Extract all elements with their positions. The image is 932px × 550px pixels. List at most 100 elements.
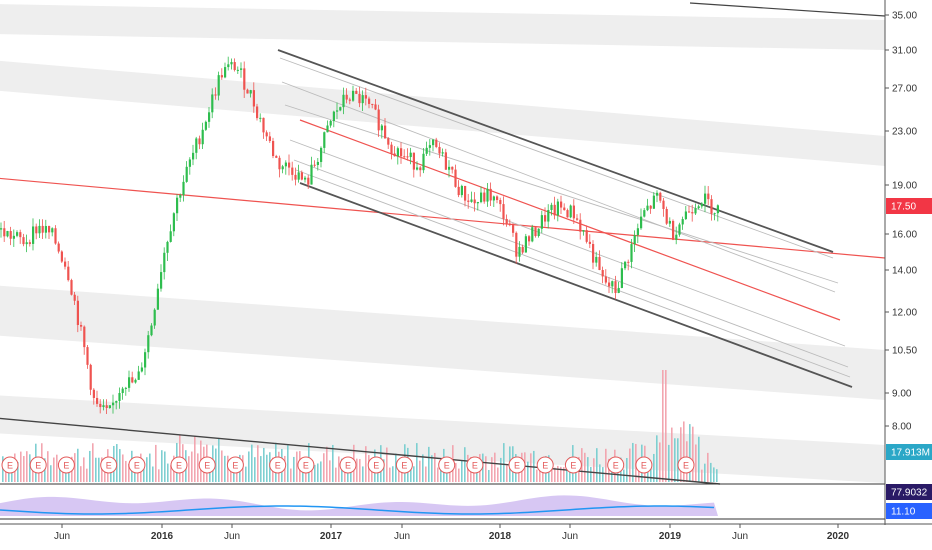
earnings-circle[interactable]	[1, 456, 19, 474]
earnings-circle[interactable]	[339, 456, 357, 474]
earnings-circle[interactable]	[57, 456, 75, 474]
earnings-circle[interactable]	[536, 456, 554, 474]
candle-body	[550, 204, 553, 210]
earnings-marker[interactable]: E	[635, 456, 653, 474]
drawings-layer[interactable]	[0, 2, 886, 485]
earnings-marker[interactable]: E	[226, 456, 244, 474]
long-red-trendline[interactable]	[0, 177, 886, 259]
earnings-circle[interactable]	[564, 456, 582, 474]
bottom-trendline[interactable]	[0, 417, 721, 485]
earnings-circle[interactable]	[466, 456, 484, 474]
earnings-circle[interactable]	[297, 456, 315, 474]
fib-band	[0, 60, 885, 166]
earnings-circle[interactable]	[367, 456, 385, 474]
earnings-marker[interactable]: E	[57, 456, 75, 474]
candle-body	[601, 270, 604, 277]
candle-body	[169, 231, 172, 242]
candle-body	[476, 202, 479, 204]
earnings-circle[interactable]	[198, 456, 216, 474]
channel-fan-line[interactable]	[295, 169, 851, 378]
earnings-marker[interactable]: E	[536, 456, 554, 474]
earnings-marker[interactable]: E	[198, 456, 216, 474]
earnings-circle[interactable]	[607, 456, 625, 474]
earnings-marker[interactable]: E	[297, 456, 315, 474]
candle-body	[585, 230, 588, 242]
top-right-trendline[interactable]	[689, 2, 886, 17]
earnings-label: E	[613, 461, 619, 471]
oscillator-tag-purple-text: 77.9032	[891, 488, 928, 499]
earnings-label: E	[373, 461, 379, 471]
earnings-marker[interactable]: E	[564, 456, 582, 474]
volume-bar	[329, 460, 331, 482]
earnings-label: E	[401, 461, 407, 471]
volume-bar	[491, 457, 493, 482]
candle-body	[278, 157, 281, 170]
earnings-circle[interactable]	[508, 456, 526, 474]
earnings-circle[interactable]	[226, 456, 244, 474]
earnings-marker[interactable]: E	[128, 456, 146, 474]
candle-body	[483, 192, 486, 202]
candle-body	[668, 220, 671, 224]
candle-body	[54, 228, 57, 244]
volume-bar	[5, 466, 7, 482]
channel-fan-line[interactable]	[289, 139, 846, 347]
earnings-circle[interactable]	[269, 456, 287, 474]
earnings-marker[interactable]: E	[269, 456, 287, 474]
earnings-marker[interactable]: E	[29, 456, 47, 474]
candle-body	[579, 219, 582, 232]
channel-fan-line[interactable]	[281, 81, 836, 293]
candle-body	[412, 152, 415, 170]
earnings-circle[interactable]	[29, 456, 47, 474]
earnings-circle[interactable]	[170, 456, 188, 474]
earnings-label: E	[275, 461, 281, 471]
candle-body	[57, 243, 60, 252]
earnings-label: E	[35, 461, 41, 471]
earnings-marker[interactable]: E	[438, 456, 456, 474]
earnings-circle[interactable]	[100, 456, 118, 474]
candle-body	[528, 236, 531, 242]
earnings-marker[interactable]: E	[170, 456, 188, 474]
channel-fan-line[interactable]	[293, 159, 849, 368]
pitchfork-median-line[interactable]	[299, 119, 841, 321]
earnings-marker[interactable]: E	[339, 456, 357, 474]
candle-body	[396, 148, 399, 157]
earnings-marker[interactable]: E	[677, 456, 695, 474]
candle-body	[227, 64, 230, 68]
candle-body	[713, 213, 716, 215]
volume-bar	[701, 469, 703, 482]
candle-body	[89, 364, 92, 390]
earnings-marker[interactable]: E	[607, 456, 625, 474]
candle-body	[304, 177, 307, 180]
earnings-circle[interactable]	[128, 456, 146, 474]
volume-bar	[257, 445, 259, 482]
channel-upper-line[interactable]	[277, 49, 834, 253]
volume-bar	[365, 446, 367, 482]
channel-lower-line[interactable]	[299, 182, 853, 388]
volume-bar	[50, 465, 52, 482]
volume-bar	[497, 467, 499, 482]
volume-bar	[503, 443, 505, 482]
earnings-marker[interactable]: E	[367, 456, 385, 474]
channel-fan-line[interactable]	[279, 57, 834, 259]
earnings-circle[interactable]	[438, 456, 456, 474]
earnings-marker[interactable]: E	[508, 456, 526, 474]
candle-body	[624, 261, 627, 269]
candle-body	[492, 196, 495, 201]
earnings-label: E	[7, 461, 13, 471]
earnings-marker[interactable]: E	[395, 456, 413, 474]
earnings-marker[interactable]: E	[100, 456, 118, 474]
volume-bar	[683, 421, 685, 482]
earnings-circle[interactable]	[677, 456, 695, 474]
volume-bar	[695, 444, 697, 482]
earnings-marker[interactable]: E	[466, 456, 484, 474]
earnings-circle[interactable]	[635, 456, 653, 474]
channel-fan-line[interactable]	[284, 104, 839, 284]
earnings-marker[interactable]: E	[1, 456, 19, 474]
earnings-circle[interactable]	[395, 456, 413, 474]
x-tick-label: Jun	[224, 531, 240, 542]
volume-bar	[332, 444, 334, 482]
candle-body	[262, 117, 265, 133]
